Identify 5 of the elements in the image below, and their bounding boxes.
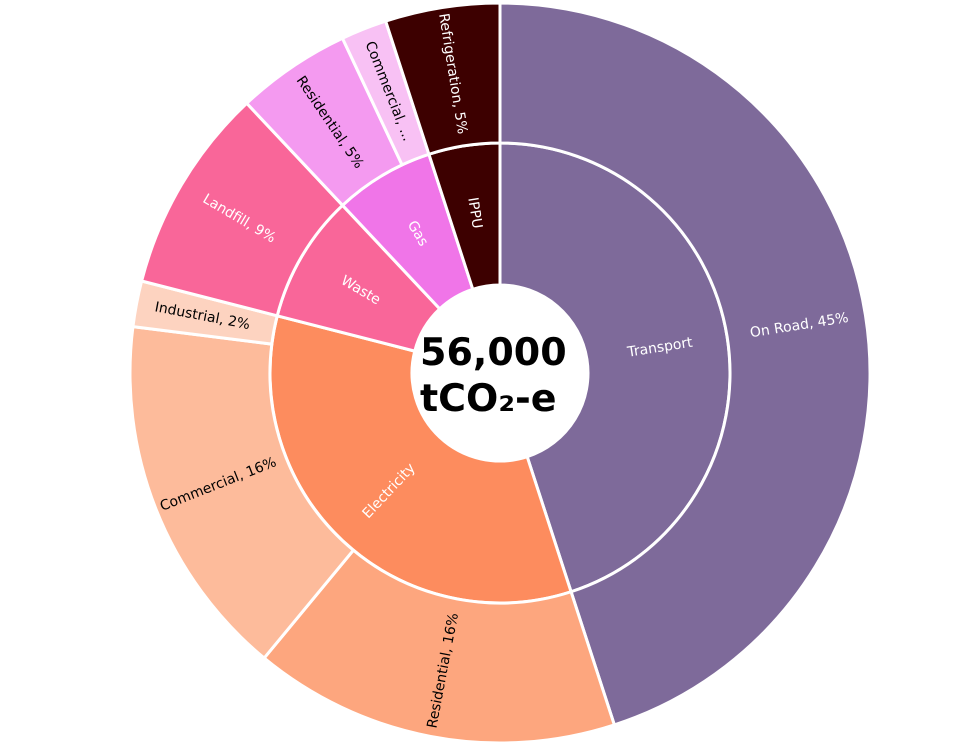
slice-label: On Road, 45% [748, 310, 850, 342]
text: 56,000 tCO₂-e [420, 330, 567, 420]
slice-label: Refrigeration, 5% [435, 12, 470, 136]
slice-label: Transport [625, 334, 694, 361]
slice-label: IPPU [464, 196, 485, 230]
